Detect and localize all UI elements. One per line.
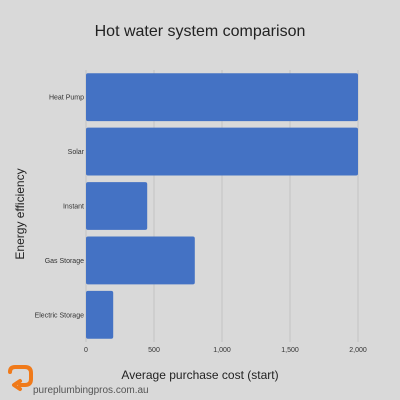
x-tick-label: 2,000: [349, 347, 367, 354]
site-url: pureplumbingpros.com.au: [33, 385, 149, 396]
x-tick-label: 1,000: [213, 347, 231, 354]
category-label: Gas Storage: [45, 258, 84, 265]
category-label: Solar: [68, 149, 85, 156]
chart-title: Hot water system comparison: [95, 23, 306, 40]
bar-gas-storage: [86, 236, 195, 285]
x-tick-labels: 0 500 1,000 1,500 2,000: [84, 347, 367, 354]
bar-heat-pump: [86, 73, 358, 122]
x-axis-label: Average purchase cost (start): [121, 368, 278, 382]
bars: [86, 73, 358, 339]
bar-solar: [86, 127, 358, 176]
bar-instant: [86, 182, 148, 230]
brand-logo: [8, 365, 33, 391]
category-label: Heat Pump: [49, 95, 84, 102]
plumbing-logo-icon: [8, 365, 33, 391]
x-tick-label: 1,500: [281, 347, 299, 354]
bar-electric-storage: [86, 290, 114, 339]
category-labels: Heat Pump Solar Instant Gas Storage Electric…: [35, 95, 85, 320]
y-axis-label: Energy efficiency: [13, 168, 27, 259]
category-label: Instant: [63, 204, 84, 211]
category-label: Electric Storage: [35, 312, 85, 319]
x-tick-label: 500: [148, 347, 160, 354]
x-tick-label: 0: [84, 347, 88, 354]
